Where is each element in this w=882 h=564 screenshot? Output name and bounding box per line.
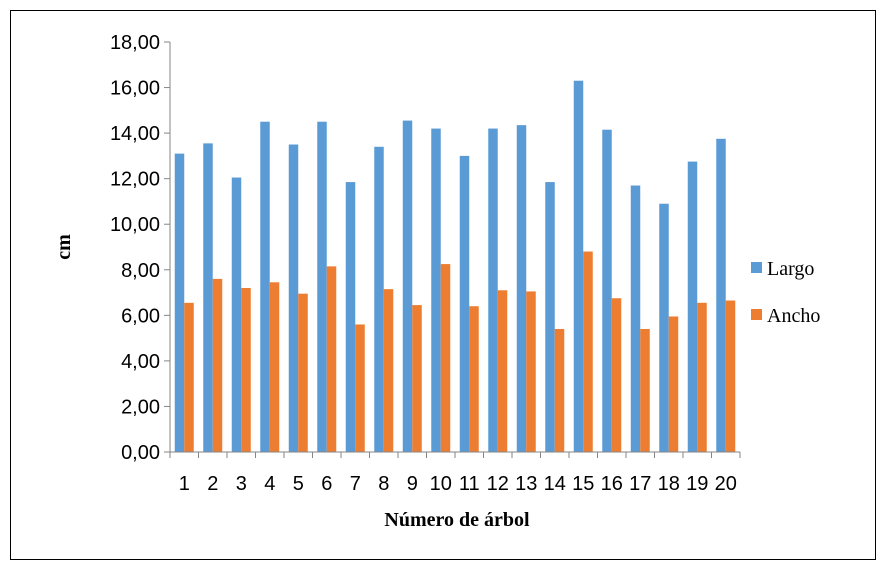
bar-ancho-12 [497, 290, 508, 452]
bar-largo-15 [573, 80, 584, 452]
bar-largo-11 [459, 155, 470, 452]
bar-ancho-19 [697, 302, 707, 452]
x-tick-label: 12 [487, 473, 509, 495]
x-tick-label: 11 [459, 473, 480, 495]
x-tick-label: 16 [601, 473, 623, 495]
bar-largo-8 [374, 146, 384, 452]
bar-largo-19 [687, 161, 698, 453]
bar-largo-13 [516, 125, 527, 452]
x-tick-label: 3 [236, 473, 247, 495]
bar-largo-5 [288, 144, 299, 452]
bar-ancho-13 [526, 291, 536, 452]
y-tick-label: 14,00 [110, 123, 160, 145]
bar-ancho-6 [326, 266, 337, 452]
bar-largo-1 [174, 153, 185, 452]
legend-label-largo: Largo [767, 258, 814, 280]
x-axis-title: Número de árbol [384, 509, 530, 531]
x-tick-label: 15 [572, 473, 594, 495]
bar-ancho-11 [469, 306, 479, 452]
x-tick-label: 2 [207, 473, 218, 495]
bar-ancho-2 [212, 278, 223, 452]
x-tick-label: 5 [293, 473, 304, 495]
bar-largo-16 [602, 129, 612, 452]
x-tick-label: 17 [629, 473, 651, 495]
bar-ancho-16 [611, 298, 622, 452]
bars-group [174, 80, 736, 453]
bar-largo-20 [716, 138, 726, 453]
x-tick-label: 13 [515, 473, 537, 495]
x-tick-label: 6 [321, 473, 332, 495]
x-tick-label: 7 [350, 473, 361, 495]
axes-group: 0,00 2,00 4,00 6,00 8,00 10,00 12,00 14,00 16,00… [110, 32, 741, 495]
x-tick-label: 1 [179, 473, 190, 495]
bar-largo-4 [260, 121, 270, 452]
x-tick-label: 14 [544, 473, 566, 495]
y-tick-label: 16,00 [110, 78, 160, 100]
legend-swatch-ancho [751, 309, 762, 320]
x-tick-label: 10 [430, 473, 452, 495]
y-tick-label: 8,00 [121, 260, 160, 282]
x-tick-label: 4 [264, 473, 275, 495]
legend-label-ancho: Ancho [767, 305, 820, 327]
bar-largo-10 [431, 128, 441, 453]
legend: Largo Ancho [751, 258, 820, 327]
bar-ancho-9 [412, 305, 422, 452]
y-tick-label: 2,00 [121, 396, 160, 418]
bar-ancho-1 [184, 302, 194, 452]
bar-largo-17 [630, 185, 641, 452]
y-tick-label: 18,00 [110, 32, 160, 54]
bar-ancho-15 [583, 251, 593, 452]
bar-largo-14 [545, 182, 555, 453]
bar-ancho-14 [554, 329, 565, 452]
y-tick-label: 6,00 [121, 305, 160, 327]
bar-largo-2 [203, 143, 213, 452]
bar-largo-12 [488, 128, 498, 453]
bar-ancho-3 [241, 288, 251, 452]
x-tick-label: 18 [658, 473, 680, 495]
bar-ancho-8 [383, 289, 394, 452]
x-tick-label: 8 [378, 473, 389, 495]
y-tick-label: 12,00 [110, 169, 160, 191]
bar-ancho-4 [269, 282, 280, 452]
x-tick-label: 19 [686, 473, 708, 495]
y-tick-label: 10,00 [110, 214, 160, 236]
x-tick-label: 9 [407, 473, 418, 495]
y-axis-title: cm [53, 234, 75, 260]
bar-largo-6 [317, 121, 327, 452]
x-tick-label: 20 [715, 473, 737, 495]
bar-largo-3 [231, 177, 242, 452]
bar-largo-9 [402, 120, 413, 452]
bar-largo-18 [659, 203, 669, 452]
bar-ancho-20 [725, 300, 736, 452]
bar-ancho-10 [440, 264, 451, 452]
bar-ancho-7 [355, 324, 365, 452]
bar-ancho-17 [640, 329, 650, 452]
legend-swatch-largo [751, 262, 762, 273]
y-tick-label: 4,00 [121, 351, 160, 373]
bar-ancho-18 [668, 316, 679, 452]
bar-largo-7 [345, 182, 356, 453]
y-tick-label: 0,00 [121, 442, 160, 464]
bar-ancho-5 [298, 293, 308, 452]
